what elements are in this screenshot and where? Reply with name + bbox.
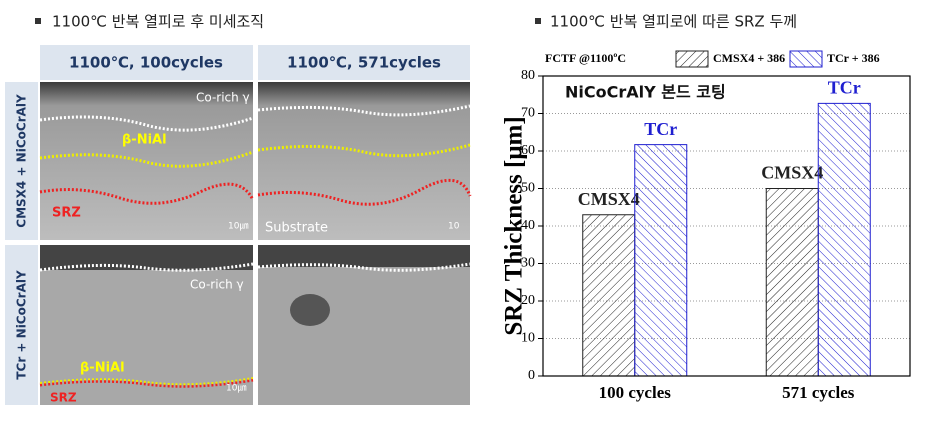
legend-title: FCTF @1100ºC (545, 51, 626, 65)
image-label: β-NiAl (122, 133, 167, 148)
image-label: 10㎛ (228, 222, 248, 232)
image-label: SRZ (50, 391, 77, 405)
bar-label: TCr (828, 78, 861, 98)
bar-label: CMSX4 (578, 189, 640, 209)
y-tick-label: 20 (521, 293, 535, 308)
bullet (535, 18, 541, 24)
row-header: TCr + NiCoCrAlY (15, 270, 29, 380)
column-header: 1100℃, 571cycles (287, 54, 441, 72)
column-header: 1100℃, 100cycles (69, 54, 223, 72)
image-label: 10 (448, 222, 460, 232)
column-header-bg (40, 45, 253, 80)
y-tick-label: 70 (521, 106, 535, 121)
x-tick-label: 571 cycles (782, 383, 855, 402)
right-heading: 1100℃ 반복 열피로에 따른 SRZ 두께 (550, 13, 797, 31)
bullet (35, 18, 41, 24)
y-tick-label: 0 (528, 368, 535, 383)
image-label: Co-rich γ (190, 278, 244, 292)
y-tick-label: 30 (521, 256, 535, 271)
y-axis-label: SRZ Thickness [μm] (501, 116, 528, 335)
legend-swatch (675, 50, 709, 68)
legend-swatch (789, 50, 823, 68)
micrograph: Substrate 10 (257, 82, 472, 240)
y-tick-label: 80 (521, 68, 535, 83)
annotation: NiCoCrAlY 본드 코팅 (565, 83, 726, 102)
image-label: 10㎛ (226, 384, 246, 394)
left-heading: 1100℃ 반복 열피로 후 미세조직 (52, 13, 264, 31)
row-header: CMSX4 + NiCoCrAlY (15, 94, 29, 228)
bar (765, 188, 819, 377)
x-tick-label: 100 cycles (599, 383, 672, 402)
image-label: Substrate (265, 221, 328, 236)
y-tick-label: 60 (521, 143, 535, 158)
legend-label: TCr + 386 (827, 51, 880, 65)
bar (817, 102, 871, 377)
legend-label: CMSX4 + 386 (713, 51, 785, 65)
bar-label: CMSX4 (761, 163, 823, 183)
bar (634, 144, 688, 377)
micrograph (257, 245, 471, 405)
y-tick-label: 10 (521, 331, 535, 346)
micrograph: Co-rich γ β-NiAl 10㎛ SRZ (39, 245, 254, 405)
image-label: SRZ (52, 206, 81, 221)
y-tick-label: 50 (521, 181, 535, 196)
row-header-bg (5, 245, 38, 405)
row-header-bg (5, 82, 38, 240)
column-header-bg (258, 45, 470, 80)
bar (582, 214, 636, 377)
micrograph: Co-rich γ β-NiAl SRZ 10㎛ (39, 82, 255, 240)
image-label: Co-rich γ (196, 91, 250, 105)
image-label: β-NiAl (80, 361, 125, 376)
y-tick-label: 40 (521, 218, 535, 233)
plot-frame (542, 75, 911, 377)
bar-label: TCr (644, 119, 677, 139)
